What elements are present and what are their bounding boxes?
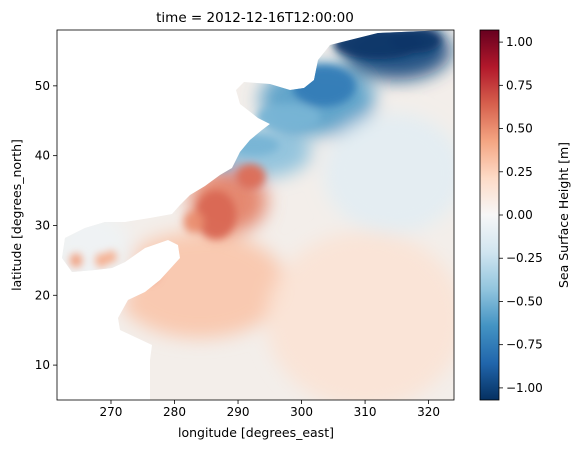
y-axis-label: latitude [degrees_north] bbox=[9, 139, 24, 291]
field-feature-1 bbox=[236, 164, 266, 190]
y-axis-ticks: 10 20 30 40 50 bbox=[35, 79, 57, 372]
field-region-7 bbox=[266, 231, 454, 400]
field-region-5 bbox=[62, 210, 134, 318]
field-feature-10 bbox=[257, 103, 321, 132]
x-axis-ticks: 270 280 290 300 310 320 bbox=[100, 400, 440, 419]
colorbar-tick-label: 0.50 bbox=[506, 122, 533, 136]
colorbar-ticks: 1.00 0.75 0.50 0.25 0.00 −0.25 −0.50 −0.75 −1.00 bbox=[499, 35, 543, 395]
y-tick-label: 30 bbox=[35, 218, 50, 232]
field-feature-12 bbox=[206, 154, 232, 172]
colorbar-tick-label: −0.75 bbox=[506, 338, 543, 352]
field-region-4 bbox=[113, 231, 287, 339]
colorbar-tick-label: −0.50 bbox=[506, 294, 543, 308]
colorbar-tick-label: 1.00 bbox=[506, 35, 533, 49]
colorbar-tick-label: 0.00 bbox=[506, 208, 533, 222]
sea-surface-height-field bbox=[62, 30, 454, 400]
colorbar-tick-label: −0.25 bbox=[506, 251, 543, 265]
plot-frame bbox=[56, 29, 455, 401]
x-tick-label: 300 bbox=[290, 405, 313, 419]
field-feature-9 bbox=[292, 64, 356, 107]
x-tick-label: 310 bbox=[354, 405, 377, 419]
field-feature-5 bbox=[69, 253, 83, 268]
field-feature-0 bbox=[195, 190, 237, 240]
x-tick-label: 270 bbox=[100, 405, 123, 419]
x-tick-label: 280 bbox=[163, 405, 186, 419]
field-feature-6 bbox=[105, 250, 117, 264]
x-axis-label: longitude [degrees_east] bbox=[178, 425, 334, 440]
y-tick-label: 10 bbox=[35, 358, 50, 372]
y-tick-label: 50 bbox=[35, 79, 50, 93]
y-tick-label: 40 bbox=[35, 149, 50, 163]
colorbar bbox=[479, 29, 500, 401]
x-tick-label: 320 bbox=[417, 405, 440, 419]
field-feature-8 bbox=[390, 30, 442, 54]
x-tick-label: 290 bbox=[227, 405, 250, 419]
field-region-6 bbox=[323, 112, 454, 234]
field-feature-11 bbox=[228, 134, 280, 156]
field-feature-3 bbox=[138, 259, 160, 283]
colorbar-tick-label: 0.75 bbox=[506, 78, 533, 92]
colorbar-label: Sea Surface Height [m] bbox=[556, 142, 571, 288]
field-feature-2 bbox=[183, 210, 204, 234]
colorbar-tick-label: −1.00 bbox=[506, 381, 543, 395]
colorbar-tick-label: 0.25 bbox=[506, 165, 533, 179]
field-feature-4 bbox=[95, 253, 108, 268]
y-tick-label: 20 bbox=[35, 288, 50, 302]
chart-title: time = 2012-12-16T12:00:00 bbox=[156, 10, 354, 26]
